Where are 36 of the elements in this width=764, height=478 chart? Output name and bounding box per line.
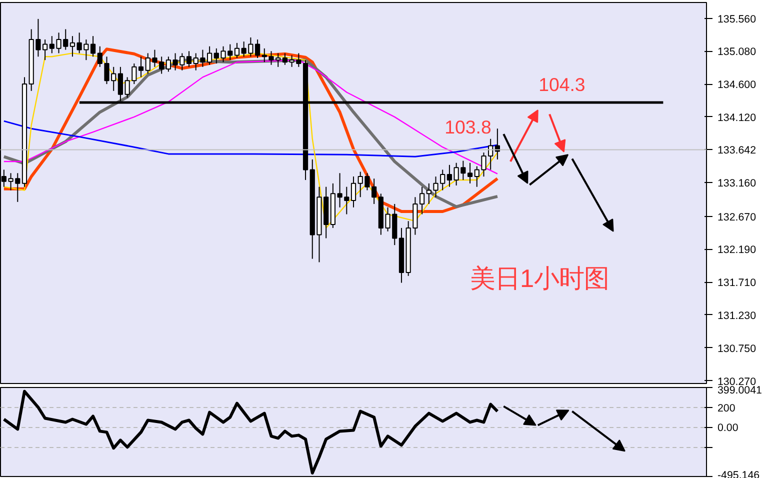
y-tick-label: 132.670	[718, 211, 756, 224]
annotation: 美日1小时图	[470, 265, 610, 294]
candlestick	[419, 186, 425, 215]
candlestick	[234, 42, 240, 59]
candlestick	[467, 162, 473, 184]
y-tick-label: 135.080	[718, 46, 756, 58]
candlestick	[186, 50, 192, 68]
ref-line-label: 133.642	[718, 144, 756, 157]
candlestick	[138, 56, 144, 78]
candlestick	[70, 36, 76, 58]
candlestick	[446, 164, 452, 188]
candlestick	[350, 176, 356, 208]
y-tick-label: 130.750	[718, 342, 756, 355]
y-tick-label: 135.560	[718, 13, 756, 26]
y-tick-label: 131.230	[718, 310, 756, 322]
y-tick-label: 134.120	[718, 112, 756, 124]
y-tick-label: 399.0041	[718, 384, 762, 396]
candlestick	[90, 36, 96, 58]
line-series	[3, 59, 498, 174]
candlestick	[97, 46, 102, 68]
candlestick	[344, 186, 350, 215]
line-series	[3, 120, 498, 158]
candlestick	[254, 39, 260, 59]
candlestick	[488, 138, 494, 170]
candlestick	[282, 52, 288, 66]
y-tick-label: 132.190	[718, 244, 756, 256]
candlestick	[440, 169, 446, 191]
candlestick	[159, 56, 164, 74]
y-tick-label: 0.00	[718, 422, 738, 434]
y-tick-label: 133.160	[718, 178, 756, 190]
y-tick-label: 131.710	[718, 277, 756, 290]
y-tick-label: 134.600	[718, 79, 756, 92]
annotation: 104.3	[538, 74, 586, 95]
annotation: 103.8	[444, 116, 492, 138]
candlestick	[412, 196, 418, 236]
y-tick-label: 200	[718, 402, 736, 414]
